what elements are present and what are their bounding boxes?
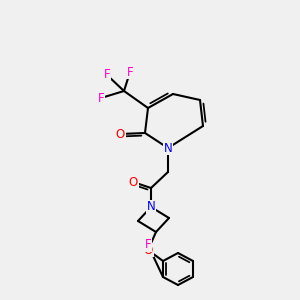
- Text: N: N: [147, 200, 155, 214]
- Text: F: F: [145, 238, 151, 251]
- Text: O: O: [128, 176, 138, 188]
- Text: O: O: [143, 244, 153, 256]
- Text: O: O: [116, 128, 124, 140]
- Text: F: F: [127, 65, 133, 79]
- Text: N: N: [164, 142, 172, 154]
- Text: F: F: [98, 92, 104, 104]
- Text: F: F: [104, 68, 110, 82]
